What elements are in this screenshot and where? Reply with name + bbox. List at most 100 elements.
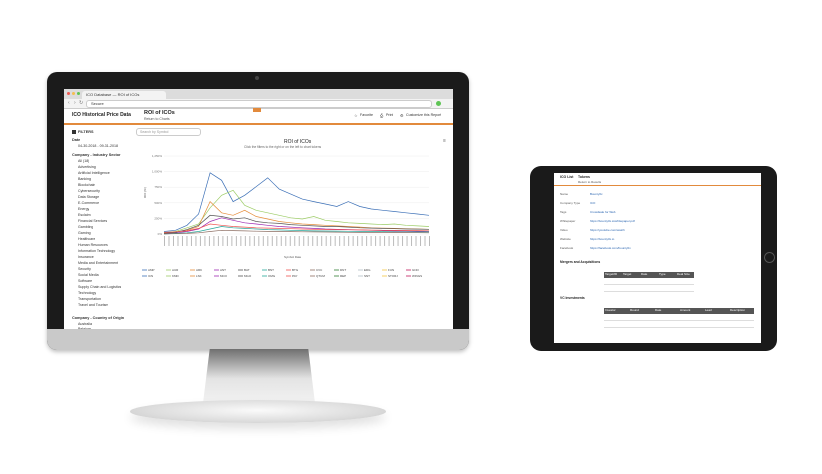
legend-label[interactable]: MGO	[244, 274, 252, 278]
industry-filter-item[interactable]: Media and Entertainment	[78, 261, 119, 265]
industry-filter-item[interactable]: Information Technology	[78, 249, 116, 253]
series-line[interactable]	[163, 172, 430, 232]
industry-filter-item[interactable]: Advertising	[78, 165, 96, 169]
industry-filter-item[interactable]: Human Resources	[78, 243, 108, 247]
legend-label[interactable]: EDG	[364, 268, 371, 272]
tablet-field-value[interactable]: https://bounty0x.io/whitepaper.pdf	[590, 219, 635, 223]
favorite-button[interactable]: Favorite	[360, 113, 373, 117]
series-line[interactable]	[163, 229, 430, 235]
industry-filter-item[interactable]: Supply Chain and Logistics	[78, 285, 122, 289]
x-tick-label	[325, 236, 327, 246]
table-row[interactable]	[604, 321, 754, 328]
tablet-field-value[interactable]: ICO	[590, 201, 596, 205]
back-arrow-icon[interactable]: ‹	[68, 100, 70, 106]
series-line[interactable]	[163, 214, 430, 234]
legend-label[interactable]: BTG	[292, 268, 299, 272]
table-row[interactable]	[604, 314, 754, 321]
legend-label[interactable]: GNO	[412, 268, 420, 272]
country-filter-label[interactable]: Company - Country of Origin	[72, 316, 125, 320]
industry-filter-item[interactable]: Energy	[78, 207, 90, 211]
industry-filter-item[interactable]: Healthcare	[78, 237, 96, 241]
forward-arrow-icon[interactable]: ›	[74, 100, 76, 106]
industry-filter-item[interactable]: Gambling	[78, 225, 94, 229]
legend-label[interactable]: BAT	[244, 268, 250, 272]
legend-label[interactable]: PAY	[292, 274, 298, 278]
url-field[interactable]: Secure	[86, 100, 432, 108]
reload-icon[interactable]: ↻	[79, 100, 84, 106]
tablet-field-label: Tags	[560, 210, 567, 214]
legend-label[interactable]: QTUM	[316, 274, 325, 278]
legend-label[interactable]: KMD	[172, 274, 180, 278]
maximize-window-icon[interactable]	[77, 92, 80, 95]
legend-label[interactable]: REP	[340, 274, 346, 278]
industry-filter-item[interactable]: Travel and Tourism	[78, 303, 109, 307]
legend-label[interactable]: ICN	[148, 274, 153, 278]
tablet-field-value[interactable]: Crowdsale for Web	[590, 210, 616, 214]
back-link[interactable]: Return to Charts	[144, 117, 170, 121]
country-filter-item[interactable]: Australia	[78, 322, 92, 326]
tablet-home-button[interactable]	[764, 252, 775, 263]
industry-filter-label[interactable]: Company - Industry Sector	[72, 153, 121, 157]
legend-label[interactable]: DNT	[340, 268, 346, 272]
table-row[interactable]	[604, 285, 694, 292]
industry-filter-item[interactable]: Gaming	[78, 231, 91, 235]
industry-filter-item[interactable]: E-Commerce	[78, 201, 100, 205]
monitor-stand-neck	[203, 349, 315, 403]
print-button[interactable]: Print	[386, 113, 394, 117]
print-icon[interactable]: ⎙	[380, 113, 384, 118]
legend-label[interactable]: BNT	[268, 268, 274, 272]
hamburger-icon[interactable]: ≡	[443, 138, 446, 144]
tablet-field-value[interactable]: https://facebook.com/bounty0x	[590, 246, 631, 250]
close-window-icon[interactable]	[67, 92, 70, 95]
industry-filter-item[interactable]: Social Media	[78, 273, 99, 277]
y-tick-label: 500%	[154, 201, 162, 205]
series-line[interactable]	[163, 217, 430, 235]
symbol-search-input[interactable]: Search by Symbol	[136, 128, 201, 136]
industry-filter-item[interactable]: Blockchain	[78, 183, 96, 187]
y-axis-label: ROI (%)	[143, 187, 147, 198]
tablet-back-link[interactable]: Return to Results	[578, 180, 602, 184]
industry-filter-item[interactable]: Financial Services	[78, 219, 108, 223]
date-range-value[interactable]: 04-30-2018 - 09-31-2018	[78, 144, 118, 148]
legend-label[interactable]: AUR	[172, 268, 179, 272]
industry-filter-item[interactable]: Transportation	[78, 297, 102, 301]
browser-tab[interactable]: ICO Database — ROI of ICOs	[82, 91, 166, 99]
customize-button[interactable]: Customize this Report	[406, 113, 442, 117]
country-filter-item[interactable]: Belgium	[78, 327, 91, 329]
legend-label[interactable]: WINGS	[412, 274, 422, 278]
legend-label[interactable]: LSK	[196, 274, 202, 278]
legend-label[interactable]: ARK	[196, 268, 202, 272]
tablet-field-value[interactable]: https://youtube.com/watch	[590, 228, 625, 232]
series-line[interactable]	[163, 223, 430, 233]
tablet-field-label: Company Type	[560, 201, 581, 205]
legend-label[interactable]: ANT	[220, 268, 226, 272]
series-line[interactable]	[163, 189, 430, 234]
minimize-window-icon[interactable]	[72, 92, 75, 95]
industry-filter-item[interactable]: Cybersecurity	[78, 189, 100, 193]
legend-label[interactable]: OMG	[268, 274, 276, 278]
industry-filter-item[interactable]: Artificial Intelligence	[78, 171, 110, 175]
industry-filter-item[interactable]: Security	[78, 267, 91, 271]
legend-label[interactable]: STORJ	[388, 274, 398, 278]
industry-filter-item[interactable]: Banking	[78, 177, 91, 181]
legend-label[interactable]: FUN	[388, 268, 394, 272]
table-row[interactable]	[604, 278, 694, 285]
industry-filter-item[interactable]: Software	[78, 279, 93, 283]
legend-label[interactable]: AMP	[148, 268, 155, 272]
series-line[interactable]	[163, 226, 429, 235]
date-filter-label[interactable]: Date	[72, 138, 81, 142]
extension-icon[interactable]	[436, 101, 441, 106]
tablet-field-value[interactable]: https://bounty0x.io	[590, 237, 615, 241]
x-tick-label	[312, 236, 314, 246]
industry-filter-item[interactable]: Insurance	[78, 255, 94, 259]
tablet-field-value[interactable]: Bounty0x	[590, 192, 603, 196]
legend-label[interactable]: MCO	[220, 274, 228, 278]
legend-label[interactable]: CVC	[316, 268, 323, 272]
gear-icon[interactable]: ⚙	[400, 113, 404, 118]
legend-label[interactable]: SNT	[364, 274, 370, 278]
industry-filter-item[interactable]: Esclaim	[78, 213, 91, 217]
industry-filter-item[interactable]: Technology	[78, 291, 97, 295]
industry-filter-item[interactable]: Data Storage	[78, 195, 100, 199]
star-icon[interactable]: ☆	[354, 113, 358, 118]
industry-filter-item[interactable]: All (18)	[78, 159, 90, 163]
